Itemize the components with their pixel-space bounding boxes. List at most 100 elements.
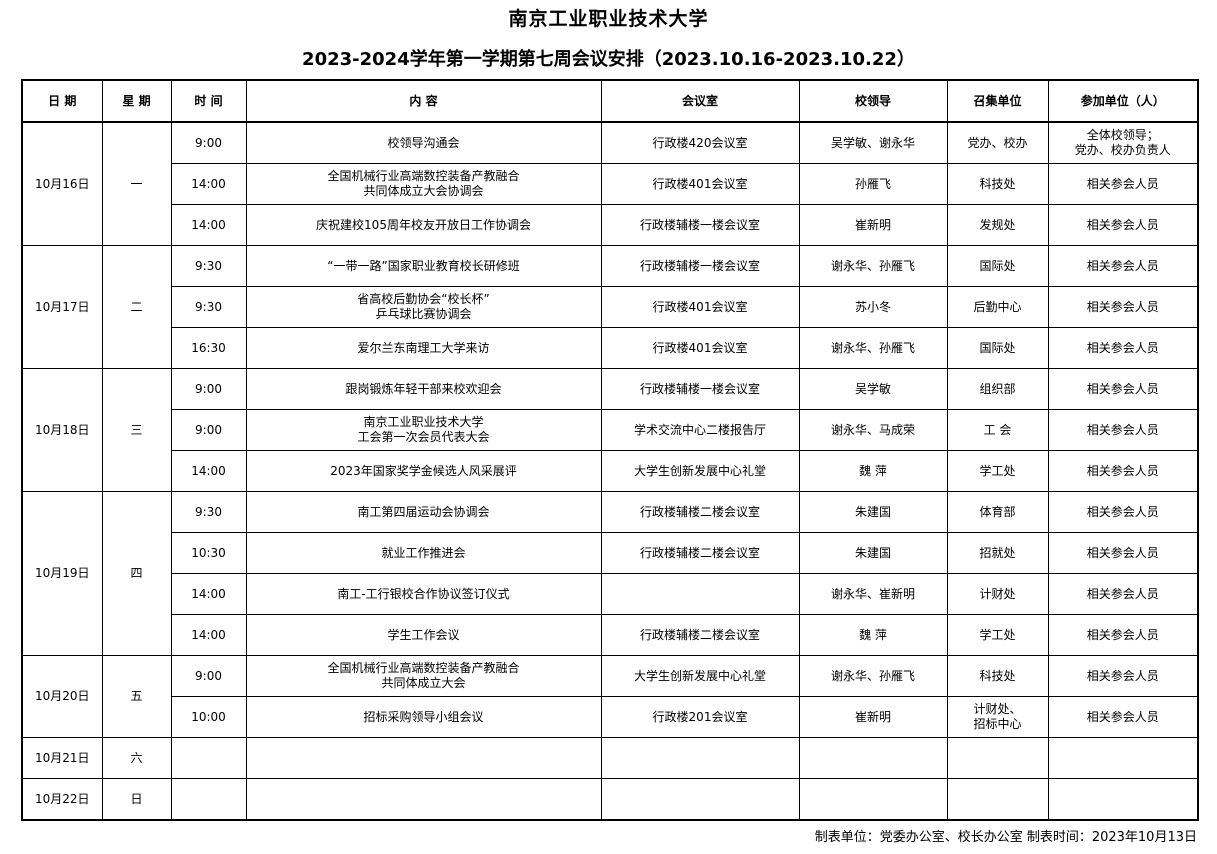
participants-cell: 相关参会人员 — [1047, 368, 1199, 410]
room-cell: 行政楼辅楼一楼会议室 — [600, 204, 800, 246]
content-cell: 跟岗锻炼年轻干部来校欢迎会 — [245, 368, 602, 410]
leader-cell: 苏小冬 — [798, 286, 948, 328]
leader-cell: 崔新明 — [798, 204, 948, 246]
table-row: 10:00 招标采购领导小组会议 行政楼201会议室 崔新明 计财处、 招标中心 相关参会… — [22, 696, 1199, 738]
participants-cell: 相关参会人员 — [1047, 532, 1199, 574]
table-row: 16:30 爱尔兰东南理工大学来访 行政楼401会议室 谢永华、孙雁飞 国际处 相关参会人… — [22, 327, 1199, 369]
header-leader: 校领导 — [798, 79, 948, 123]
leader-cell: 谢永华、孙雁飞 — [798, 655, 948, 697]
date-cell: 10月18日 — [21, 368, 103, 492]
unit-cell: 党办、校办 — [946, 121, 1049, 164]
table-row: 10:30 就业工作推进会 行政楼辅楼二楼会议室 朱建国 招就处 相关参会人员 — [22, 532, 1199, 574]
table-row: 14:00 南工-工行银校合作协议签订仪式 谢永华、崔新明 计财处 相关参会人员 — [22, 573, 1199, 615]
content-cell: 庆祝建校105周年校友开放日工作协调会 — [245, 204, 602, 246]
content-cell: 省高校后勤协会“校长杯” 乒乓球比赛协调会 — [245, 286, 602, 328]
table-row: 10月16日一 9:00 校领导沟通会 行政楼420会议室 吴学敏、谢永华 党办、校办 全体… — [21, 121, 1199, 246]
room-cell: 行政楼辅楼一楼会议室 — [600, 245, 800, 287]
unit-cell: 工 会 — [946, 409, 1049, 451]
time-cell: 9:30 — [170, 245, 247, 287]
participants-cell: 相关参会人员 — [1047, 163, 1199, 205]
leader-cell: 谢永华、孙雁飞 — [798, 327, 948, 369]
room-cell: 行政楼辅楼二楼会议室 — [600, 532, 800, 574]
content-cell: 招标采购领导小组会议 — [245, 696, 602, 738]
header-unit: 召集单位 — [946, 79, 1049, 123]
content-cell: 全国机械行业高端数控装备产教融合 共同体成立大会协调会 — [245, 163, 602, 205]
time-cell: 16:30 — [170, 327, 247, 369]
participants-cell: 相关参会人员 — [1047, 655, 1199, 697]
room-cell: 学术交流中心二楼报告厅 — [600, 409, 800, 451]
header-content: 内 容 — [245, 79, 602, 123]
room-cell: 行政楼辅楼二楼会议室 — [600, 614, 800, 656]
date-cell: 10月20日 — [21, 655, 103, 738]
content-cell: 校领导沟通会 — [245, 121, 602, 164]
room-cell: 行政楼401会议室 — [600, 286, 800, 328]
leader-cell: 吴学敏 — [798, 368, 948, 410]
time-cell: 9:00 — [170, 368, 247, 410]
content-cell: 就业工作推进会 — [245, 532, 602, 574]
header-room: 会议室 — [600, 79, 800, 123]
room-cell — [600, 573, 800, 615]
weekday-cell: 三 — [101, 368, 172, 492]
content-cell — [245, 737, 602, 779]
table-row: 14:00 庆祝建校105周年校友开放日工作协调会 行政楼辅楼一楼会议室 崔新明 发规处… — [22, 204, 1199, 246]
unit-cell: 学工处 — [946, 614, 1049, 656]
weekday-cell: 二 — [101, 245, 172, 369]
weekday-cell: 六 — [101, 737, 172, 779]
unit-cell: 后勤中心 — [946, 286, 1049, 328]
room-cell: 行政楼201会议室 — [600, 696, 800, 738]
date-cell: 10月16日 — [21, 121, 103, 246]
table-row: 10月17日二 9:30 “一带一路”国家职业教育校长研修班 行政楼辅楼一楼会议室谢永… — [21, 245, 1199, 369]
room-cell: 大学生创新发展中心礼堂 — [600, 655, 800, 697]
participants-cell: 相关参会人员 — [1047, 450, 1199, 492]
unit-cell: 发规处 — [946, 204, 1049, 246]
date-cell: 10月17日 — [21, 245, 103, 369]
room-cell: 行政楼401会议室 — [600, 327, 800, 369]
content-cell — [245, 778, 602, 821]
weekday-cell: 四 — [101, 491, 172, 656]
participants-cell — [1047, 737, 1199, 779]
weekday-cell: 五 — [101, 655, 172, 738]
leader-cell: 魏 萍 — [798, 614, 948, 656]
header-participants: 参加单位（人） — [1047, 79, 1199, 123]
unit-cell: 组织部 — [946, 368, 1049, 410]
document-title: 南京工业职业技术大学 — [508, 8, 709, 30]
room-cell — [600, 737, 800, 779]
leader-cell — [798, 737, 948, 779]
room-cell: 行政楼401会议室 — [600, 163, 800, 205]
unit-cell: 科技处 — [946, 163, 1049, 205]
content-cell: 2023年国家奖学金候选人风采展评 — [245, 450, 602, 492]
participants-cell: 相关参会人员 — [1047, 491, 1199, 533]
time-cell: 14:00 — [170, 573, 247, 615]
table-row: 9:30 省高校后勤协会“校长杯” 乒乓球比赛协调会 行政楼401会议室 苏小冬 后勤中… — [22, 286, 1199, 328]
table-row: 10月19日四 9:30 南工第四届运动会协调会 行政楼辅楼二楼会议室 朱建国 体育部 相关… — [21, 491, 1199, 656]
time-cell — [170, 737, 247, 779]
time-cell: 9:00 — [170, 121, 247, 164]
time-cell: 10:30 — [170, 532, 247, 574]
room-cell: 行政楼辅楼一楼会议室 — [600, 368, 800, 410]
time-cell: 14:00 — [170, 163, 247, 205]
participants-cell: 相关参会人员 — [1047, 286, 1199, 328]
leader-cell: 吴学敏、谢永华 — [798, 121, 948, 164]
room-cell: 大学生创新发展中心礼堂 — [600, 450, 800, 492]
participants-cell: 相关参会人员 — [1047, 614, 1199, 656]
leader-cell: 魏 萍 — [798, 450, 948, 492]
leader-cell: 孙雁飞 — [798, 163, 948, 205]
content-cell: “一带一路”国家职业教育校长研修班 — [245, 245, 602, 287]
table-row: 14:00 学生工作会议 行政楼辅楼二楼会议室魏 萍学工处 相关参会人员 — [22, 614, 1199, 656]
unit-cell: 计财处 — [946, 573, 1049, 615]
unit-cell: 计财处、 招标中心 — [946, 696, 1049, 738]
unit-cell: 国际处 — [946, 245, 1049, 287]
leader-cell — [798, 778, 948, 821]
participants-cell: 相关参会人员 — [1047, 245, 1199, 287]
unit-cell: 体育部 — [946, 491, 1049, 533]
content-cell: 南工-工行银校合作协议签订仪式 — [245, 573, 602, 615]
weekday-cell: 日 — [101, 778, 172, 821]
room-cell: 行政楼420会议室 — [600, 121, 800, 164]
time-cell: 10:00 — [170, 696, 247, 738]
unit-cell — [946, 737, 1049, 779]
leader-cell: 谢永华、马成荣 — [798, 409, 948, 451]
time-cell: 9:30 — [170, 286, 247, 328]
unit-cell: 科技处 — [946, 655, 1049, 697]
unit-cell — [946, 778, 1049, 821]
table-row: 14:00 2023年国家奖学金候选人风采展评 大学生创新发展中心礼堂魏 萍学工处相… — [22, 450, 1199, 492]
